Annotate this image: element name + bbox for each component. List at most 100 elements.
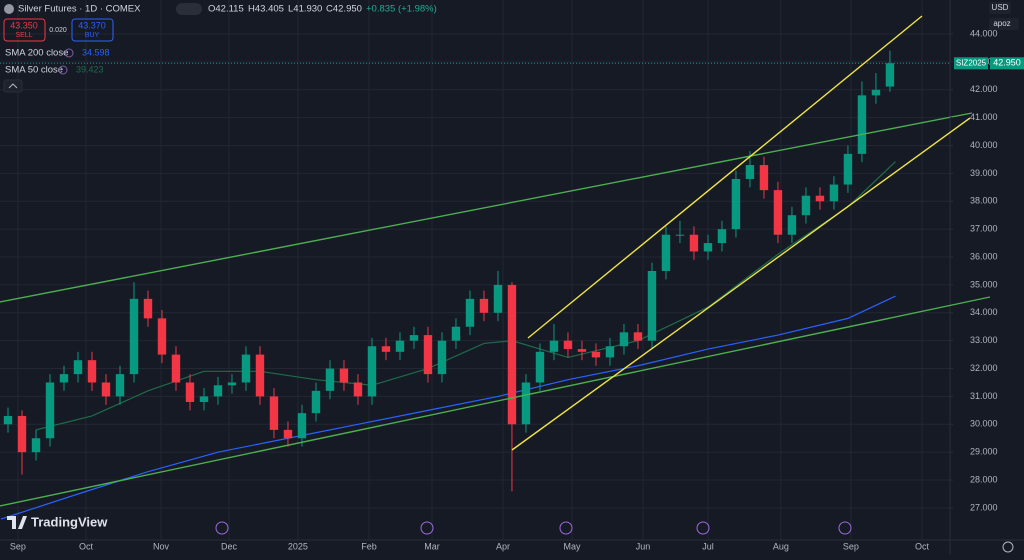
brand: TradingView xyxy=(7,514,108,529)
candle-body xyxy=(451,326,461,341)
x-tick-label: Oct xyxy=(79,541,94,551)
candle-body xyxy=(493,284,503,313)
symbol-tag-label: SIZ2025 xyxy=(956,58,987,67)
buy-button[interactable] xyxy=(71,18,114,42)
candle-body xyxy=(311,390,321,414)
candle-body xyxy=(885,63,895,87)
drawings xyxy=(0,15,991,507)
x-tick-label: Aug xyxy=(773,541,789,551)
event-icon[interactable] xyxy=(215,521,229,535)
candle-body xyxy=(549,340,559,352)
candle-body xyxy=(787,215,797,235)
indicator-icon[interactable] xyxy=(58,65,68,75)
symbol-tag xyxy=(954,57,988,70)
y-tick-label: 39.000 xyxy=(970,168,998,178)
collapse-button[interactable] xyxy=(3,79,23,93)
quote-high: H43.405 xyxy=(248,4,284,15)
y-tick-label: 36.000 xyxy=(970,251,998,261)
y-tick-label: 41.000 xyxy=(970,112,998,122)
indicator-name: SMA 200 close xyxy=(5,48,68,59)
candle-body xyxy=(661,234,671,271)
settings xyxy=(1002,541,1014,553)
event-icon[interactable] xyxy=(696,521,710,535)
plot xyxy=(0,50,950,520)
trend-line xyxy=(0,296,991,507)
candle-body xyxy=(689,234,699,252)
settings-icon[interactable] xyxy=(1002,541,1014,553)
candle-body xyxy=(801,195,811,216)
candle-body xyxy=(563,340,573,350)
y-tick-label: 44.000 xyxy=(970,28,998,38)
candle-body xyxy=(213,385,223,397)
candle-body xyxy=(185,382,195,403)
quote-open: O42.115 xyxy=(208,4,244,15)
x-tick-label: Jun xyxy=(636,541,651,551)
event-icon[interactable] xyxy=(559,521,573,535)
events xyxy=(215,521,852,535)
y-tick-label: 31.000 xyxy=(970,391,998,401)
candle-body xyxy=(381,346,391,352)
candle-body xyxy=(353,382,363,397)
candle-body xyxy=(227,382,237,386)
x-tick-label: Mar xyxy=(424,541,440,551)
candle-body xyxy=(843,153,853,185)
status-pill[interactable] xyxy=(176,3,202,15)
candle-body xyxy=(507,284,517,425)
candle-body xyxy=(577,349,587,352)
y-tick-label: 37.000 xyxy=(970,224,998,234)
scale-button[interactable] xyxy=(989,18,1019,30)
candle-body xyxy=(87,360,97,383)
indicator-name: SMA 50 close xyxy=(5,65,63,76)
candle-body xyxy=(115,374,125,397)
y-tick-label: 40.000 xyxy=(970,140,998,150)
candle-body xyxy=(465,298,475,327)
candle-body xyxy=(717,229,727,244)
event-icon[interactable] xyxy=(420,521,434,535)
candle-body xyxy=(157,318,167,355)
price-tag-label: 42.950 xyxy=(993,58,1021,68)
candle-body xyxy=(745,165,755,179)
currency: USD xyxy=(992,3,1009,12)
event-icon[interactable] xyxy=(838,521,852,535)
candle-body xyxy=(759,165,769,191)
indicator-icon[interactable] xyxy=(64,48,74,58)
candle-body xyxy=(591,351,601,358)
candle-body xyxy=(633,332,643,341)
candle-body xyxy=(367,346,377,397)
quote-low: L41.930 xyxy=(288,4,322,15)
candle-body xyxy=(143,298,153,319)
header: Silver Futures · 1D · COMEX O42.115 H43.… xyxy=(3,3,437,93)
candle-body xyxy=(857,95,867,154)
candle-body xyxy=(409,335,419,341)
brand-name: TradingView xyxy=(31,514,108,529)
spread: 0.020 xyxy=(49,27,67,34)
trend-line xyxy=(511,117,971,451)
candle-body xyxy=(283,429,293,439)
price-tag xyxy=(990,57,1024,70)
candle-body xyxy=(31,438,41,453)
candle-body xyxy=(297,413,307,439)
candle-body xyxy=(59,374,69,383)
x-tick-label: Nov xyxy=(153,541,170,551)
indicator-value: 34.598 xyxy=(82,47,110,57)
candle-body xyxy=(101,382,111,397)
indicator-line xyxy=(0,295,896,520)
scale-menu: apoz xyxy=(993,19,1010,28)
candle-body xyxy=(269,396,279,430)
candle-body xyxy=(3,415,13,425)
candle-body xyxy=(479,298,489,313)
candle-body xyxy=(703,243,713,252)
top-right: USD apoz xyxy=(989,2,1019,30)
brand-logo xyxy=(7,516,27,529)
indicator-value: 39.423 xyxy=(76,64,104,74)
currency-button[interactable] xyxy=(989,2,1011,14)
candle-body xyxy=(45,382,55,439)
x-tick-label: Feb xyxy=(361,541,377,551)
sell-button[interactable] xyxy=(3,18,46,42)
y-tick-label: 29.000 xyxy=(970,447,998,457)
x-tick-label: Oct xyxy=(915,541,930,551)
y-tick-label: 34.000 xyxy=(970,307,998,317)
y-tick-label: 35.000 xyxy=(970,279,998,289)
